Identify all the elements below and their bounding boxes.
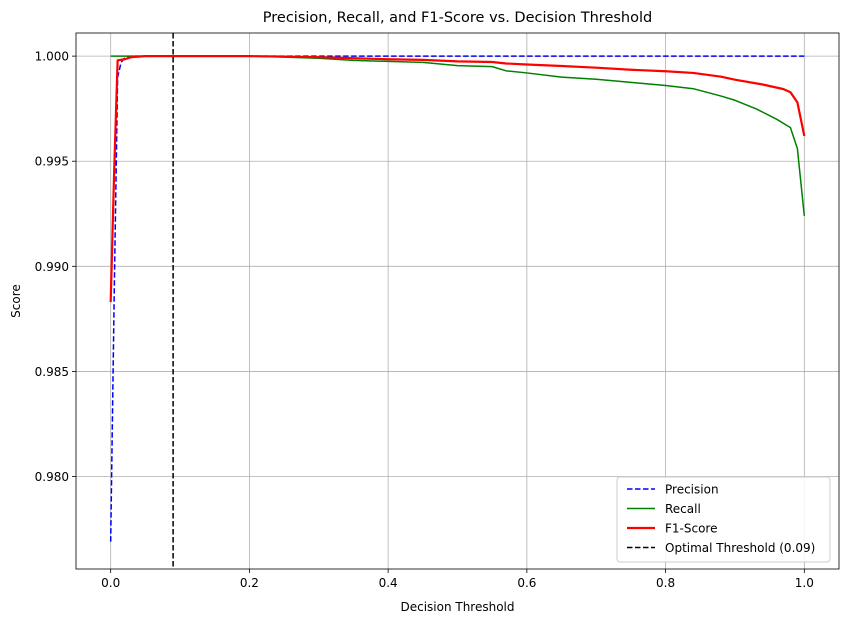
legend: Precision Recall F1-Score Optimal Threshold…	[616, 476, 831, 563]
legend-label: Optimal Threshold (0.09)	[665, 541, 815, 555]
series-line-f1-score	[109, 55, 806, 303]
plot-frame	[75, 32, 840, 570]
y-axis-ticks: 0.980 0.985 0.990 0.995 1.000	[35, 50, 76, 484]
y-axis-title: Score	[9, 284, 23, 318]
x-tick-label: 0.8	[656, 576, 675, 590]
chart-title: Precision, Recall, and F1-Score vs. Deci…	[263, 10, 652, 26]
x-tick-label: 1.0	[795, 576, 814, 590]
legend-label: Precision	[665, 483, 719, 497]
x-tick-label: 0.6	[517, 576, 536, 590]
x-tick-label: 0.2	[240, 576, 259, 590]
series-line-precision	[109, 55, 805, 542]
x-axis-ticks: 0.0 0.2 0.4 0.6 0.8 1.0	[101, 569, 814, 590]
legend-label: Recall	[665, 502, 701, 516]
y-tick-label: 0.995	[35, 155, 69, 169]
y-tick-label: 0.980	[35, 470, 69, 484]
series-lines	[109, 33, 806, 569]
legend-box	[616, 476, 831, 563]
x-axis-title: Decision Threshold	[400, 600, 514, 614]
y-tick-label: 1.000	[35, 50, 69, 64]
x-tick-label: 0.0	[101, 576, 120, 590]
y-tick-label: 0.990	[35, 260, 69, 274]
series-line-recall	[110, 55, 806, 216]
x-tick-label: 0.4	[379, 576, 398, 590]
y-tick-label: 0.985	[35, 365, 69, 379]
legend-label: F1-Score	[665, 522, 717, 536]
